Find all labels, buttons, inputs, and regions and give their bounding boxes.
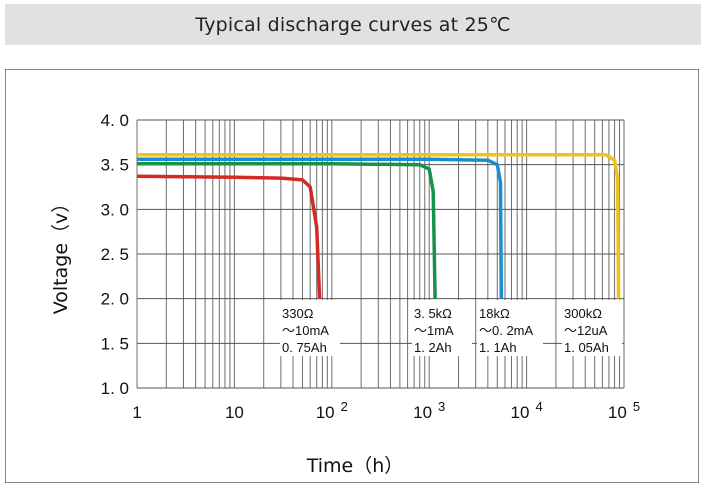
series-annotation-line: ～10mA xyxy=(282,323,329,338)
y-tick-label: 1. 0 xyxy=(101,379,129,398)
annotation-background-box xyxy=(280,300,340,356)
series-annotation-line: 330Ω xyxy=(282,306,314,321)
series-annotation-line: 3. 5kΩ xyxy=(414,306,452,321)
y-tick-label: 4. 0 xyxy=(101,111,129,130)
series-line-3 xyxy=(137,153,621,299)
series-annotation-line: ～0. 2mA xyxy=(479,323,534,338)
chart-frame xyxy=(5,69,699,483)
x-axis-label: Time（h） xyxy=(306,455,404,477)
y-tick-label: 3. 5 xyxy=(101,156,129,175)
series-annotation-line: 1. 2Ah xyxy=(414,340,452,355)
curves xyxy=(136,153,621,299)
chart-title: Typical discharge curves at 25℃ xyxy=(5,4,701,45)
x-tick-labels: 1 10 10 2 10 3 10 4 10 5 xyxy=(132,399,640,422)
series-line-0 xyxy=(136,174,322,299)
annotation-background-box xyxy=(477,300,543,356)
x-tick-label: 10 3 xyxy=(413,399,445,422)
annotation-background xyxy=(280,300,622,356)
series-line-2 xyxy=(137,157,504,299)
annotation-background-box xyxy=(562,300,622,356)
series-annotation-line: ～12uA xyxy=(564,323,608,338)
series-annotation-line: 18kΩ xyxy=(479,306,510,321)
y-axis-label: Voltage（v） xyxy=(50,194,72,315)
x-tick-label: 10 4 xyxy=(511,399,543,422)
series-line-1 xyxy=(137,162,437,299)
x-tick-label: 10 2 xyxy=(316,399,348,422)
y-tick-label: 2. 0 xyxy=(101,290,129,309)
x-tick-label: 10 5 xyxy=(608,399,640,422)
y-tick-labels: 4. 0 3. 5 3. 0 2. 5 2. 0 1. 5 1. 0 xyxy=(101,111,129,398)
x-tick-label: 10 xyxy=(225,403,244,422)
series-annotation-line: 300kΩ xyxy=(564,306,602,321)
series-annotation-line: 0. 75Ah xyxy=(282,340,327,355)
series-annotation-line: 1. 05Ah xyxy=(564,340,609,355)
x-tick-label: 1 xyxy=(132,403,141,422)
annotations: 330Ω ～10mA 0. 75Ah 3. 5kΩ ～1mA 1. 2Ah 18kΩ ～0. … xyxy=(282,306,609,355)
annotation-background-box xyxy=(412,300,472,356)
y-tick-label: 1. 5 xyxy=(101,334,129,353)
series-annotation-line: ～1mA xyxy=(414,323,454,338)
y-tick-label: 3. 0 xyxy=(101,200,129,219)
series-annotation-line: 1. 1Ah xyxy=(479,340,517,355)
y-tick-label: 2. 5 xyxy=(101,245,129,264)
